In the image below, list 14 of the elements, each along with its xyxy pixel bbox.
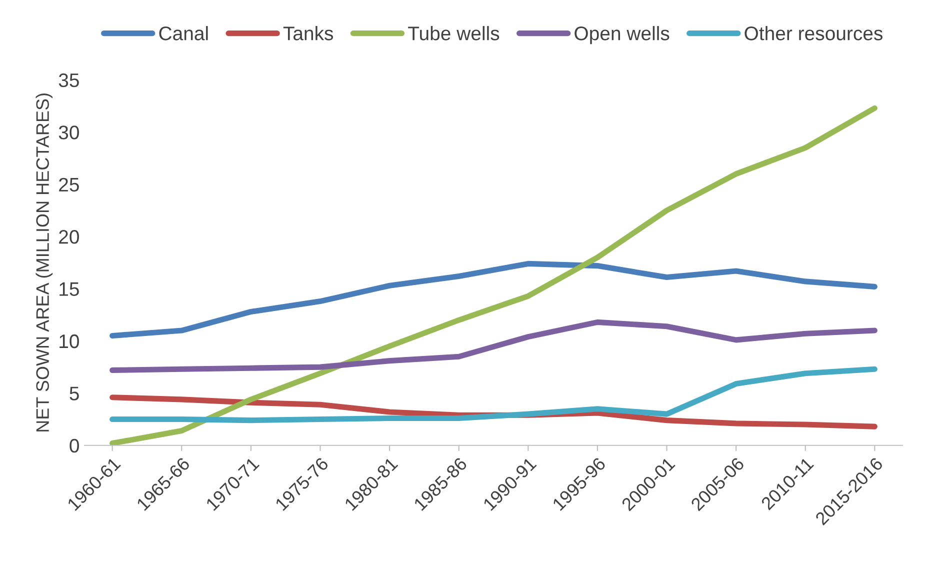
y-tick-label: 15 [60, 282, 79, 296]
y-tick-label: 0 [70, 438, 79, 453]
y-tick-label: 5 [70, 386, 79, 400]
y-tick-label: 35 [58, 73, 79, 88]
legend-label: Canal [159, 26, 208, 40]
y-tick-label: 10 [60, 334, 79, 348]
legend-label: Open wells [574, 26, 670, 44]
legend-label: Other resources [744, 26, 882, 40]
y-tick-label: 25 [59, 178, 79, 192]
y-tick-label: 20 [59, 230, 79, 244]
legend-label: Tube wells [408, 26, 500, 40]
y-axis-title: NET SOWN AREA (MILLION HECTARES) [36, 94, 53, 432]
y-tick-label: 30 [58, 126, 79, 140]
legend-label: Tanks [283, 26, 334, 40]
